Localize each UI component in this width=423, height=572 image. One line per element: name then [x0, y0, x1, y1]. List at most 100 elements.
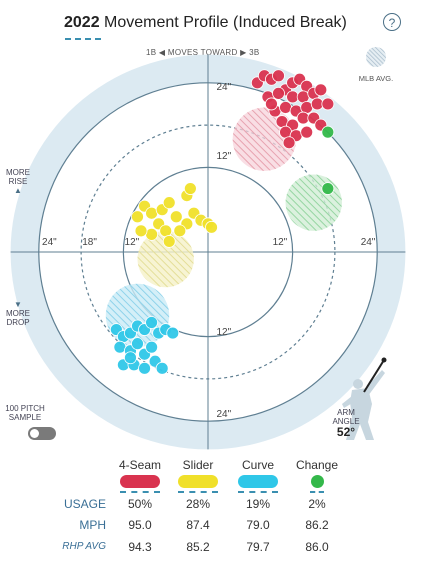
pitch-name: Curve	[241, 458, 274, 472]
usage-row-label: USAGE	[63, 497, 106, 511]
pitch-active-indicator	[238, 491, 278, 493]
sample-toggle-label: 100 PITCH SAMPLE	[5, 404, 45, 422]
pitch-point-slider	[162, 235, 176, 248]
pitch-point-curve	[155, 361, 169, 375]
arm-angle-value: 52°	[336, 425, 356, 439]
rhp-avg-change: 86.0	[305, 540, 329, 554]
pitch-swatch	[310, 475, 324, 488]
ring-label-top-12: 12"	[216, 151, 231, 162]
pitch-point-slider	[183, 182, 197, 195]
page-title: 2022 Movement Profile (Induced Break)	[64, 14, 347, 32]
ring-label-right-24: 24"	[361, 237, 376, 248]
mph-slider: 87.4	[186, 518, 210, 532]
pitch-col-curve[interactable]: Curve	[228, 458, 288, 493]
pitch-name: Change	[295, 458, 339, 472]
direction-label: 1B ◀ MOVES TOWARD ▶ 3B	[146, 48, 260, 57]
arrow-up-icon: ▲	[14, 186, 22, 195]
rhp-avg-row-label: RHP AVG	[62, 541, 106, 552]
pitch-col-slider[interactable]: Slider	[168, 458, 228, 493]
ring-label-top-24: 24"	[216, 82, 231, 93]
sample-toggle[interactable]	[28, 427, 56, 440]
more-rise-text: MORE RISE	[6, 168, 30, 186]
pitch-point-4-seam	[279, 101, 292, 114]
pitch-active-indicator	[310, 491, 324, 493]
pitch-point-curve	[145, 316, 159, 329]
arm-angle: ARM ANGLE 52°	[326, 408, 366, 439]
pitcher-silhouette-icon	[342, 357, 387, 440]
pitch-point-curve	[166, 326, 180, 340]
rhp-avg-slider: 85.2	[186, 540, 210, 554]
pitch-swatch	[120, 475, 160, 488]
pitch-point-slider	[169, 210, 183, 224]
ring-label-right-12: 12"	[273, 237, 288, 248]
usage-4seam: 50%	[127, 497, 153, 511]
pitch-point-change	[321, 125, 335, 139]
help-icon[interactable]: ?	[383, 13, 401, 31]
pitch-point-4-seam	[265, 97, 278, 111]
title-text: Movement Profile (Induced Break)	[104, 14, 347, 31]
mlb-avg-legend: MLB AVG.	[348, 46, 404, 83]
pitch-point-4-seam	[272, 69, 285, 83]
pitch-point-slider	[205, 220, 218, 234]
usage-change: 2%	[308, 497, 326, 511]
pitch-name: Slider	[182, 458, 214, 472]
pitch-point-curve	[145, 340, 159, 354]
pitch-point-slider	[145, 227, 159, 241]
ring-label-left-24: 24"	[42, 237, 57, 248]
title-year: 2022	[64, 14, 100, 31]
pitch-point-4-seam	[314, 83, 328, 97]
ring-label-bottom-12: 12"	[216, 327, 231, 338]
ring-label-bottom-24: 24"	[216, 409, 231, 420]
pitch-point-4-seam	[300, 125, 314, 139]
pitch-point-slider	[145, 206, 159, 220]
pitch-point-slider	[131, 210, 144, 224]
pitch-point-4-seam	[275, 115, 289, 128]
usage-curve: 19%	[245, 497, 271, 511]
pitch-point-4-seam	[321, 97, 335, 111]
mph-4seam: 95.0	[128, 518, 152, 532]
pitch-point-slider	[134, 224, 148, 238]
arrow-right-icon: ▶	[240, 48, 247, 57]
direction-left: 1B	[146, 48, 157, 57]
pitch-point-change	[321, 182, 335, 195]
pitch-swatch	[178, 475, 218, 488]
pitch-swatch	[238, 475, 278, 488]
pitch-col-change[interactable]: Change	[287, 458, 347, 493]
pitch-active-indicator	[178, 491, 218, 493]
pitch-point-slider	[162, 196, 176, 210]
arm-angle-label: ARM ANGLE	[332, 408, 360, 426]
mph-row-label: MPH	[79, 518, 106, 532]
pitch-point-curve	[131, 337, 144, 351]
rhp-avg-curve: 79.7	[246, 540, 270, 554]
pitch-active-indicator	[120, 491, 160, 493]
movement-chart: 24" 12" 12" 24" 24" 18" 12" 12" 24"	[10, 54, 406, 450]
mph-curve: 79.0	[246, 518, 270, 532]
arrow-down-icon: ▼	[14, 300, 22, 309]
more-drop-label: ▼ MORE DROP	[6, 300, 30, 327]
toggle-knob	[30, 429, 39, 438]
mph-change: 86.2	[305, 518, 329, 532]
pitch-point-4-seam	[282, 136, 296, 150]
ring-label-left-18: 18"	[82, 237, 97, 248]
pitch-point-slider	[173, 224, 187, 238]
pitch-point-4-seam	[300, 101, 314, 114]
direction-right: 3B	[249, 48, 260, 57]
pitch-point-curve	[113, 340, 127, 354]
mlb-avg-label: MLB AVG.	[358, 74, 394, 83]
more-rise-label: MORE RISE ▲	[6, 168, 30, 195]
more-drop-text: MORE DROP	[6, 309, 30, 327]
pitch-point-4-seam	[272, 86, 285, 100]
ring-label-left-12: 12"	[125, 237, 140, 248]
pitch-point-curve	[138, 361, 151, 375]
mlb-avg-area-change	[285, 174, 342, 231]
usage-slider: 28%	[185, 497, 211, 511]
direction-text: MOVES TOWARD	[167, 48, 238, 57]
pitch-point-curve	[124, 351, 137, 365]
pitch-point-4-seam	[279, 125, 292, 139]
hatched-circle-icon	[366, 47, 386, 67]
mlb-avg-area-slider	[137, 230, 194, 288]
rhp-avg-4seam: 94.3	[128, 540, 152, 554]
pitch-col-4seam[interactable]: 4-Seam	[110, 458, 170, 493]
pitch-name: 4-Seam	[118, 458, 162, 472]
year-selector-underline[interactable]	[65, 38, 101, 40]
